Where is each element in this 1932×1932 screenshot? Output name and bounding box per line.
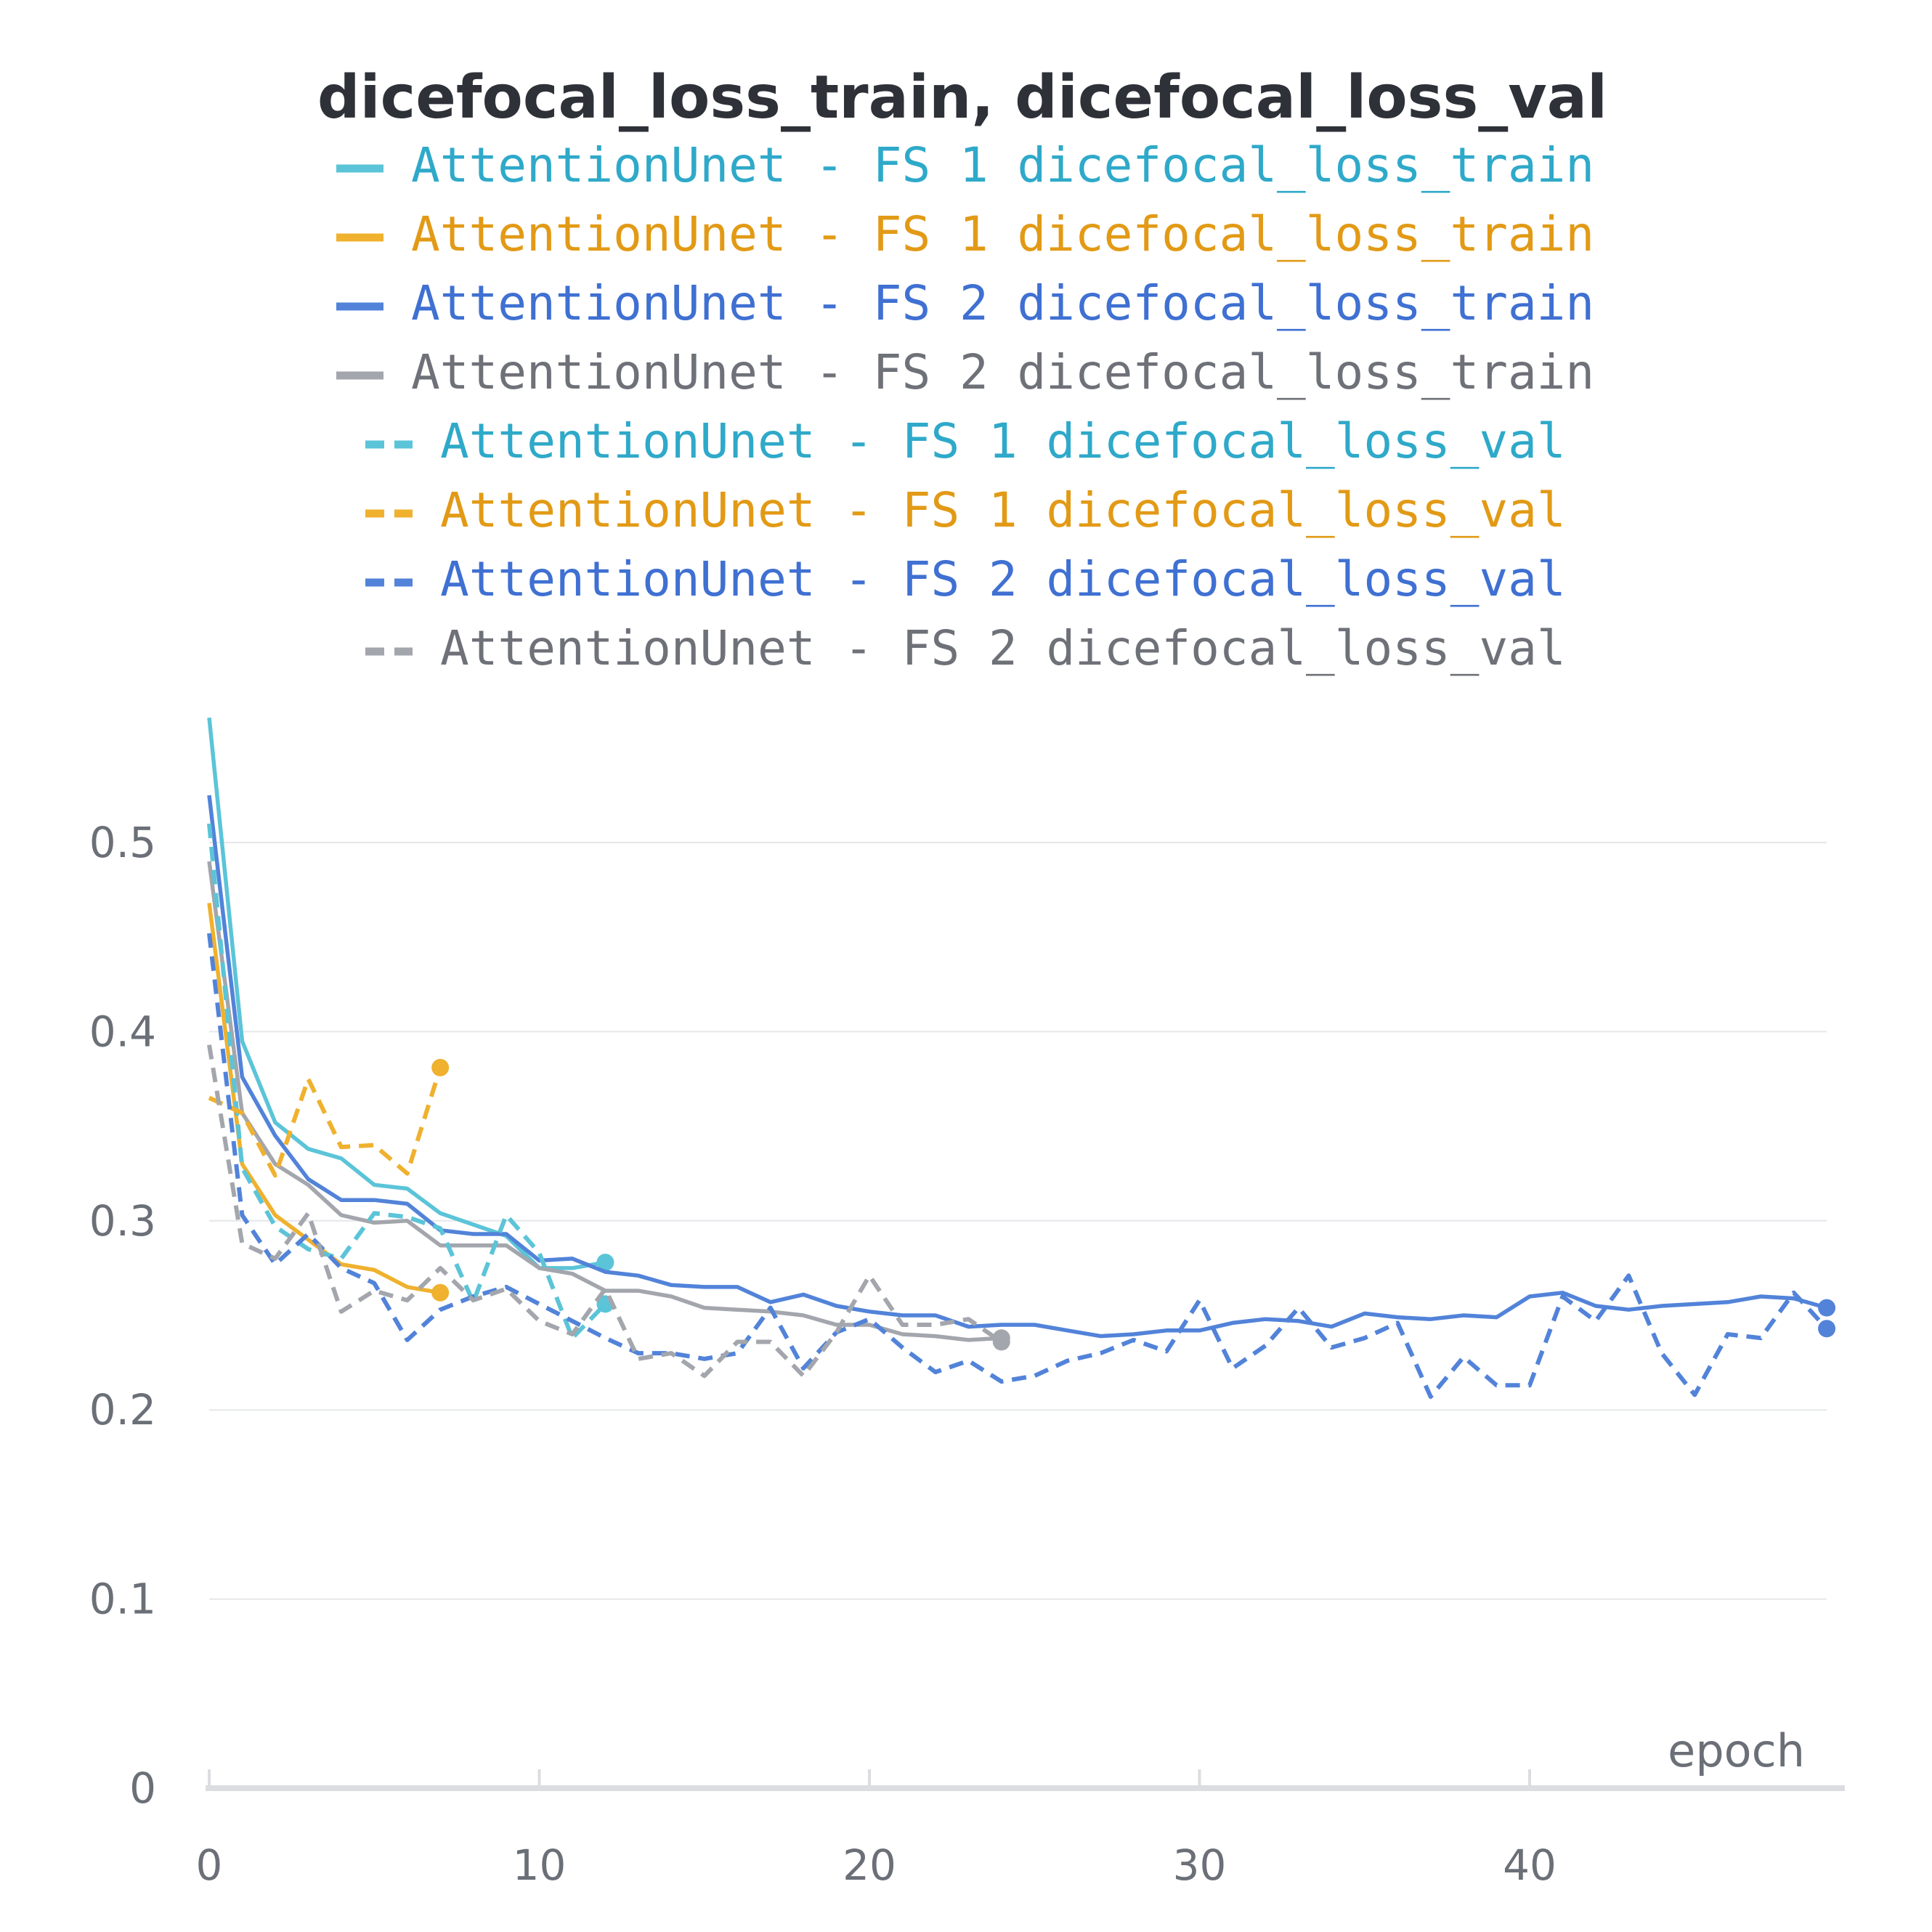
- x-tick-label: 20: [843, 1840, 896, 1890]
- series-line-2: [207, 902, 441, 1295]
- series-end-marker-8: [992, 1333, 1010, 1351]
- y-tick-label: 0.3: [89, 1196, 156, 1246]
- x-tick-label: 30: [1173, 1840, 1227, 1890]
- x-tick-label: 40: [1503, 1840, 1556, 1890]
- legend-entry: AttentionUnet - FS 2 dicefocal_loss_trai…: [411, 275, 1594, 331]
- series-end-marker-6: [431, 1058, 450, 1076]
- series-end-marker-3: [1818, 1299, 1836, 1317]
- legend-entry: AttentionUnet - FS 2 dicefocal_loss_val: [440, 551, 1566, 607]
- chart-title: dicefocal_loss_train, dicefocal_loss_val: [317, 63, 1607, 132]
- y-tick-label: 0.2: [89, 1385, 156, 1434]
- series-line-3: [207, 795, 1827, 1339]
- legend-entry: AttentionUnet - FS 1 dicefocal_loss_val: [440, 413, 1566, 469]
- series-line-7: [207, 933, 1829, 1399]
- series-line-8: [207, 1044, 1003, 1379]
- legend-entry: AttentionUnet - FS 2 dicefocal_loss_trai…: [411, 344, 1594, 400]
- series-line-1: [207, 717, 606, 1270]
- series-end-marker-7: [1818, 1320, 1836, 1338]
- x-tick-label: 10: [513, 1840, 567, 1890]
- x-tick-label: 0: [196, 1840, 223, 1890]
- y-tick-label: 0.4: [89, 1007, 156, 1056]
- grid: 0 0.1 0.2 0.3 0.4 0.5: [89, 818, 1827, 1813]
- x-axis-label: epoch: [1668, 1724, 1805, 1777]
- series-layer: [207, 717, 1836, 1399]
- axes: 0 10 20 30 40: [196, 1769, 1845, 1890]
- y-tick-label: 0: [129, 1763, 156, 1813]
- series-end-marker-2: [431, 1283, 450, 1302]
- legend-entry: AttentionUnet - FS 1 dicefocal_loss_trai…: [411, 137, 1594, 193]
- series-end-marker-1: [596, 1254, 614, 1272]
- y-tick-label: 0.1: [89, 1575, 156, 1624]
- series-line-6: [208, 1067, 443, 1178]
- legend-entry: AttentionUnet - FS 1 dicefocal_loss_trai…: [411, 206, 1594, 262]
- legend: AttentionUnet - FS 1 dicefocal_loss_trai…: [336, 137, 1594, 676]
- y-tick-label: 0.5: [89, 818, 156, 867]
- legend-entry: AttentionUnet - FS 2 dicefocal_loss_val: [440, 620, 1566, 676]
- legend-entry: AttentionUnet - FS 1 dicefocal_loss_val: [440, 482, 1566, 538]
